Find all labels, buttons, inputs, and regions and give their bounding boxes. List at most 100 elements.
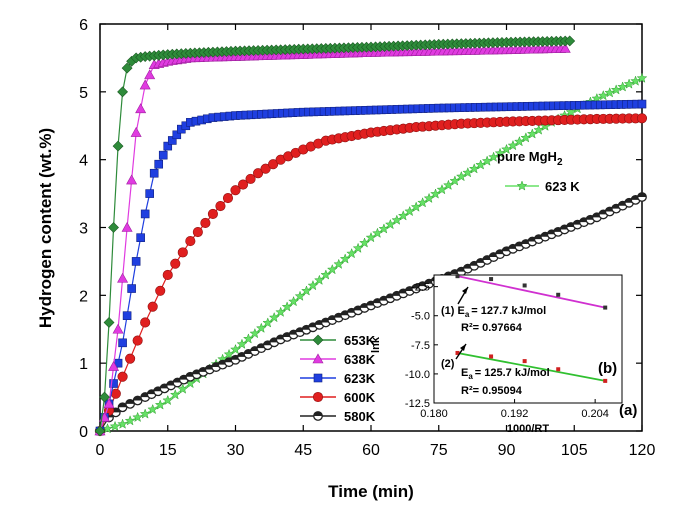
data-point-pure-mgh2 <box>449 175 461 186</box>
inset-annotation-line2-label: (2) <box>441 358 455 370</box>
inset-background <box>434 275 622 403</box>
data-point-600K <box>268 159 279 170</box>
data-point-pure-mgh2 <box>468 163 480 174</box>
data-point-653K <box>108 222 119 233</box>
data-point-pure-mgh2 <box>436 183 448 195</box>
inset-x-tick-label: 0.192 <box>501 408 529 420</box>
data-point-pure-mgh2 <box>513 136 525 147</box>
data-point-pure-mgh2 <box>132 411 144 423</box>
data-point-653K <box>103 317 115 328</box>
data-point-600K <box>215 200 226 212</box>
inset-x-tick-label: 0.204 <box>581 408 609 420</box>
data-point-pure-mgh2 <box>365 231 377 243</box>
data-point-638K <box>126 174 138 185</box>
panel-label-a: (a) <box>619 402 637 419</box>
x-tick-label: 75 <box>430 442 448 459</box>
legend-entry-653K: 653K <box>300 333 376 348</box>
inset-y-tick-label: -10.0 <box>405 369 430 381</box>
legend-label: 638K <box>344 352 376 367</box>
legend-marker <box>313 373 323 383</box>
pure-mgh2-title: pure MgH2 <box>497 149 563 168</box>
legend-entry-580K: 580K <box>300 409 376 424</box>
data-point-600K <box>230 185 241 196</box>
inset-x-tick-label: 0.180 <box>420 408 448 420</box>
data-point-pure-mgh2 <box>404 205 416 217</box>
data-point-pure-mgh2 <box>109 420 121 432</box>
legend: 653K 638K 623K 600K 580K <box>300 333 376 424</box>
data-point-pure-mgh2 <box>139 408 151 419</box>
data-point-623K <box>109 379 118 388</box>
y-tick-label: 6 <box>79 17 88 34</box>
data-point-600K <box>245 173 256 184</box>
legend-marker-fill <box>313 411 323 416</box>
data-point-pure-mgh2 <box>372 227 383 238</box>
data-point-pure-mgh2 <box>630 75 641 86</box>
main-series-layer <box>94 35 648 437</box>
data-point-600K <box>636 113 648 124</box>
pure-mgh2-legend-marker <box>505 180 539 191</box>
data-point-623K <box>167 136 177 145</box>
inset-arrow-1-head <box>462 287 468 294</box>
data-point-pure-mgh2 <box>378 223 390 234</box>
inset-data-point <box>603 378 608 383</box>
legend-label: 600K <box>344 390 376 405</box>
data-point-pure-mgh2 <box>604 87 616 98</box>
data-point-pure-mgh2 <box>597 89 609 101</box>
data-point-653K <box>564 35 576 47</box>
data-point-pure-mgh2 <box>520 132 532 143</box>
inset-y-tick-label: -5.0 <box>411 311 430 323</box>
data-point-600K <box>207 208 218 219</box>
legend-label: 653K <box>344 333 376 348</box>
x-tick-label: 45 <box>294 442 312 459</box>
data-point-638K <box>103 398 115 409</box>
inset-arrow-2-head <box>460 344 466 351</box>
data-point-pure-mgh2 <box>623 78 635 89</box>
data-point-600K <box>185 236 196 247</box>
data-point-pure-mgh2 <box>391 214 403 225</box>
data-point-600K <box>147 301 158 312</box>
data-point-600K <box>192 226 203 238</box>
data-point-653K <box>112 140 124 152</box>
legend-entry-623K: 623K <box>300 371 376 386</box>
y-tick-label: 2 <box>79 288 88 305</box>
data-point-pure-mgh2 <box>147 403 159 415</box>
data-point-653K <box>94 425 106 437</box>
data-point-623K <box>172 130 182 140</box>
data-point-580K-fill <box>637 192 647 197</box>
data-point-pure-mgh2 <box>610 84 622 95</box>
x-tick-label: 90 <box>498 442 516 459</box>
x-tick-label: 30 <box>227 442 245 459</box>
data-point-623K <box>149 168 159 178</box>
x-tick-label: 60 <box>362 442 380 459</box>
inset-data-point <box>522 283 527 288</box>
data-point-623K <box>127 284 136 293</box>
data-point-600K <box>200 217 211 229</box>
data-point-pure-mgh2 <box>417 197 429 208</box>
data-point-600K <box>155 285 166 296</box>
legend-marker <box>312 334 324 346</box>
inset-data-point <box>556 367 561 372</box>
inset-y-tick-label: -7.5 <box>411 340 430 352</box>
inset-data-point <box>522 359 527 364</box>
data-point-653K <box>117 86 129 98</box>
inset-y-title: lnk <box>370 336 382 353</box>
inset-fit-line <box>457 352 606 382</box>
data-point-580K <box>333 312 344 323</box>
legend-marker <box>312 353 324 364</box>
inset-series-2 <box>455 350 608 383</box>
data-point-600K <box>117 371 128 382</box>
inset-data-point <box>603 305 608 310</box>
data-point-580K-fill <box>133 396 142 401</box>
inset-fit-line <box>457 275 606 309</box>
data-point-638K <box>117 272 129 283</box>
data-point-pure-mgh2 <box>501 143 512 155</box>
data-point-623K <box>122 311 132 320</box>
data-point-638K <box>139 79 151 90</box>
data-point-pure-mgh2 <box>636 72 648 83</box>
inset-y-tick-label: -12.5 <box>405 398 430 410</box>
data-point-600K <box>162 269 173 281</box>
data-point-pure-mgh2 <box>397 210 409 221</box>
pure-mgh2-label: 623 K <box>545 179 580 194</box>
data-point-623K <box>131 257 141 266</box>
